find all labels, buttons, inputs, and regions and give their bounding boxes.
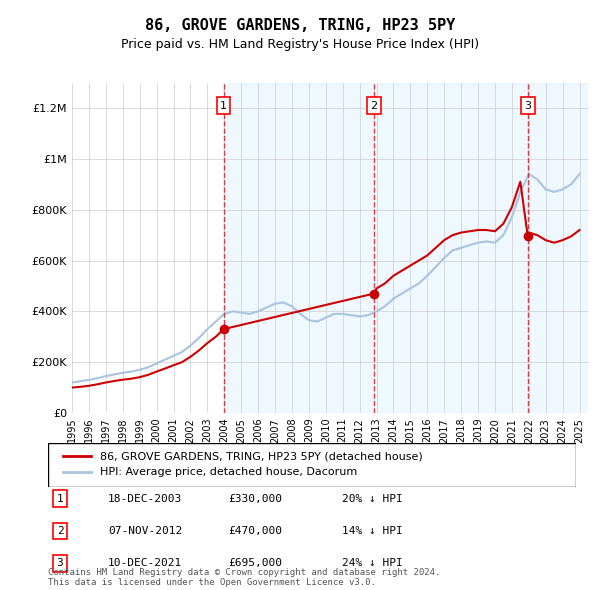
Text: 1: 1 (220, 101, 227, 111)
Bar (224, 83, 374, 413)
Bar (528, 83, 588, 413)
Text: 14% ↓ HPI: 14% ↓ HPI (342, 526, 403, 536)
Text: Contains HM Land Registry data © Crown copyright and database right 2024.
This d: Contains HM Land Registry data © Crown c… (48, 568, 440, 587)
Text: £695,000: £695,000 (228, 559, 282, 568)
Text: 2: 2 (56, 526, 64, 536)
Text: 86, GROVE GARDENS, TRING, HP23 5PY: 86, GROVE GARDENS, TRING, HP23 5PY (145, 18, 455, 32)
Bar (528, 83, 588, 413)
FancyBboxPatch shape (48, 442, 576, 487)
Text: Price paid vs. HM Land Registry's House Price Index (HPI): Price paid vs. HM Land Registry's House … (121, 38, 479, 51)
Text: 10-DEC-2021: 10-DEC-2021 (108, 559, 182, 568)
Text: 07-NOV-2012: 07-NOV-2012 (108, 526, 182, 536)
Text: 18-DEC-2003: 18-DEC-2003 (108, 494, 182, 503)
Legend: 86, GROVE GARDENS, TRING, HP23 5PY (detached house), HPI: Average price, detache: 86, GROVE GARDENS, TRING, HP23 5PY (deta… (59, 447, 427, 482)
Text: 3: 3 (56, 559, 64, 568)
Bar (374, 83, 528, 413)
Text: £470,000: £470,000 (228, 526, 282, 536)
Text: 3: 3 (524, 101, 531, 111)
Text: 20% ↓ HPI: 20% ↓ HPI (342, 494, 403, 503)
Text: 1: 1 (56, 494, 64, 503)
Text: £330,000: £330,000 (228, 494, 282, 503)
Text: 2: 2 (370, 101, 377, 111)
Text: 24% ↓ HPI: 24% ↓ HPI (342, 559, 403, 568)
